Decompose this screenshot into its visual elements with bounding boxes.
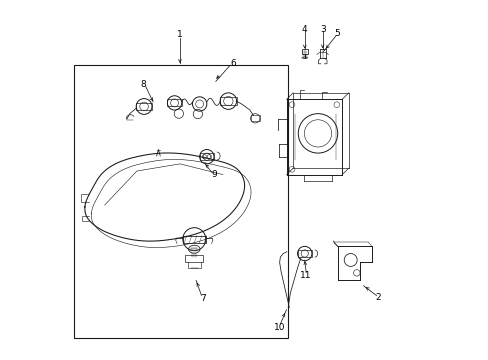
Text: 5: 5 (333, 29, 339, 38)
Bar (297, 250, 311, 257)
Text: 1: 1 (177, 30, 183, 39)
Text: 3: 3 (319, 25, 325, 34)
Bar (301, 49, 307, 54)
Bar (250, 116, 260, 121)
Text: 8: 8 (140, 81, 146, 90)
Bar (185, 255, 203, 262)
Text: 6: 6 (230, 59, 236, 68)
Bar (74, 65, 287, 338)
Bar (199, 153, 214, 160)
Text: 7: 7 (200, 294, 205, 303)
Text: 4: 4 (301, 25, 307, 34)
Text: 10: 10 (273, 323, 285, 332)
Bar (183, 235, 205, 243)
Bar (136, 103, 152, 110)
Bar (167, 99, 182, 107)
Text: 9: 9 (211, 170, 217, 179)
Text: 11: 11 (300, 270, 311, 279)
Bar (220, 97, 236, 105)
Text: 2: 2 (374, 293, 380, 302)
